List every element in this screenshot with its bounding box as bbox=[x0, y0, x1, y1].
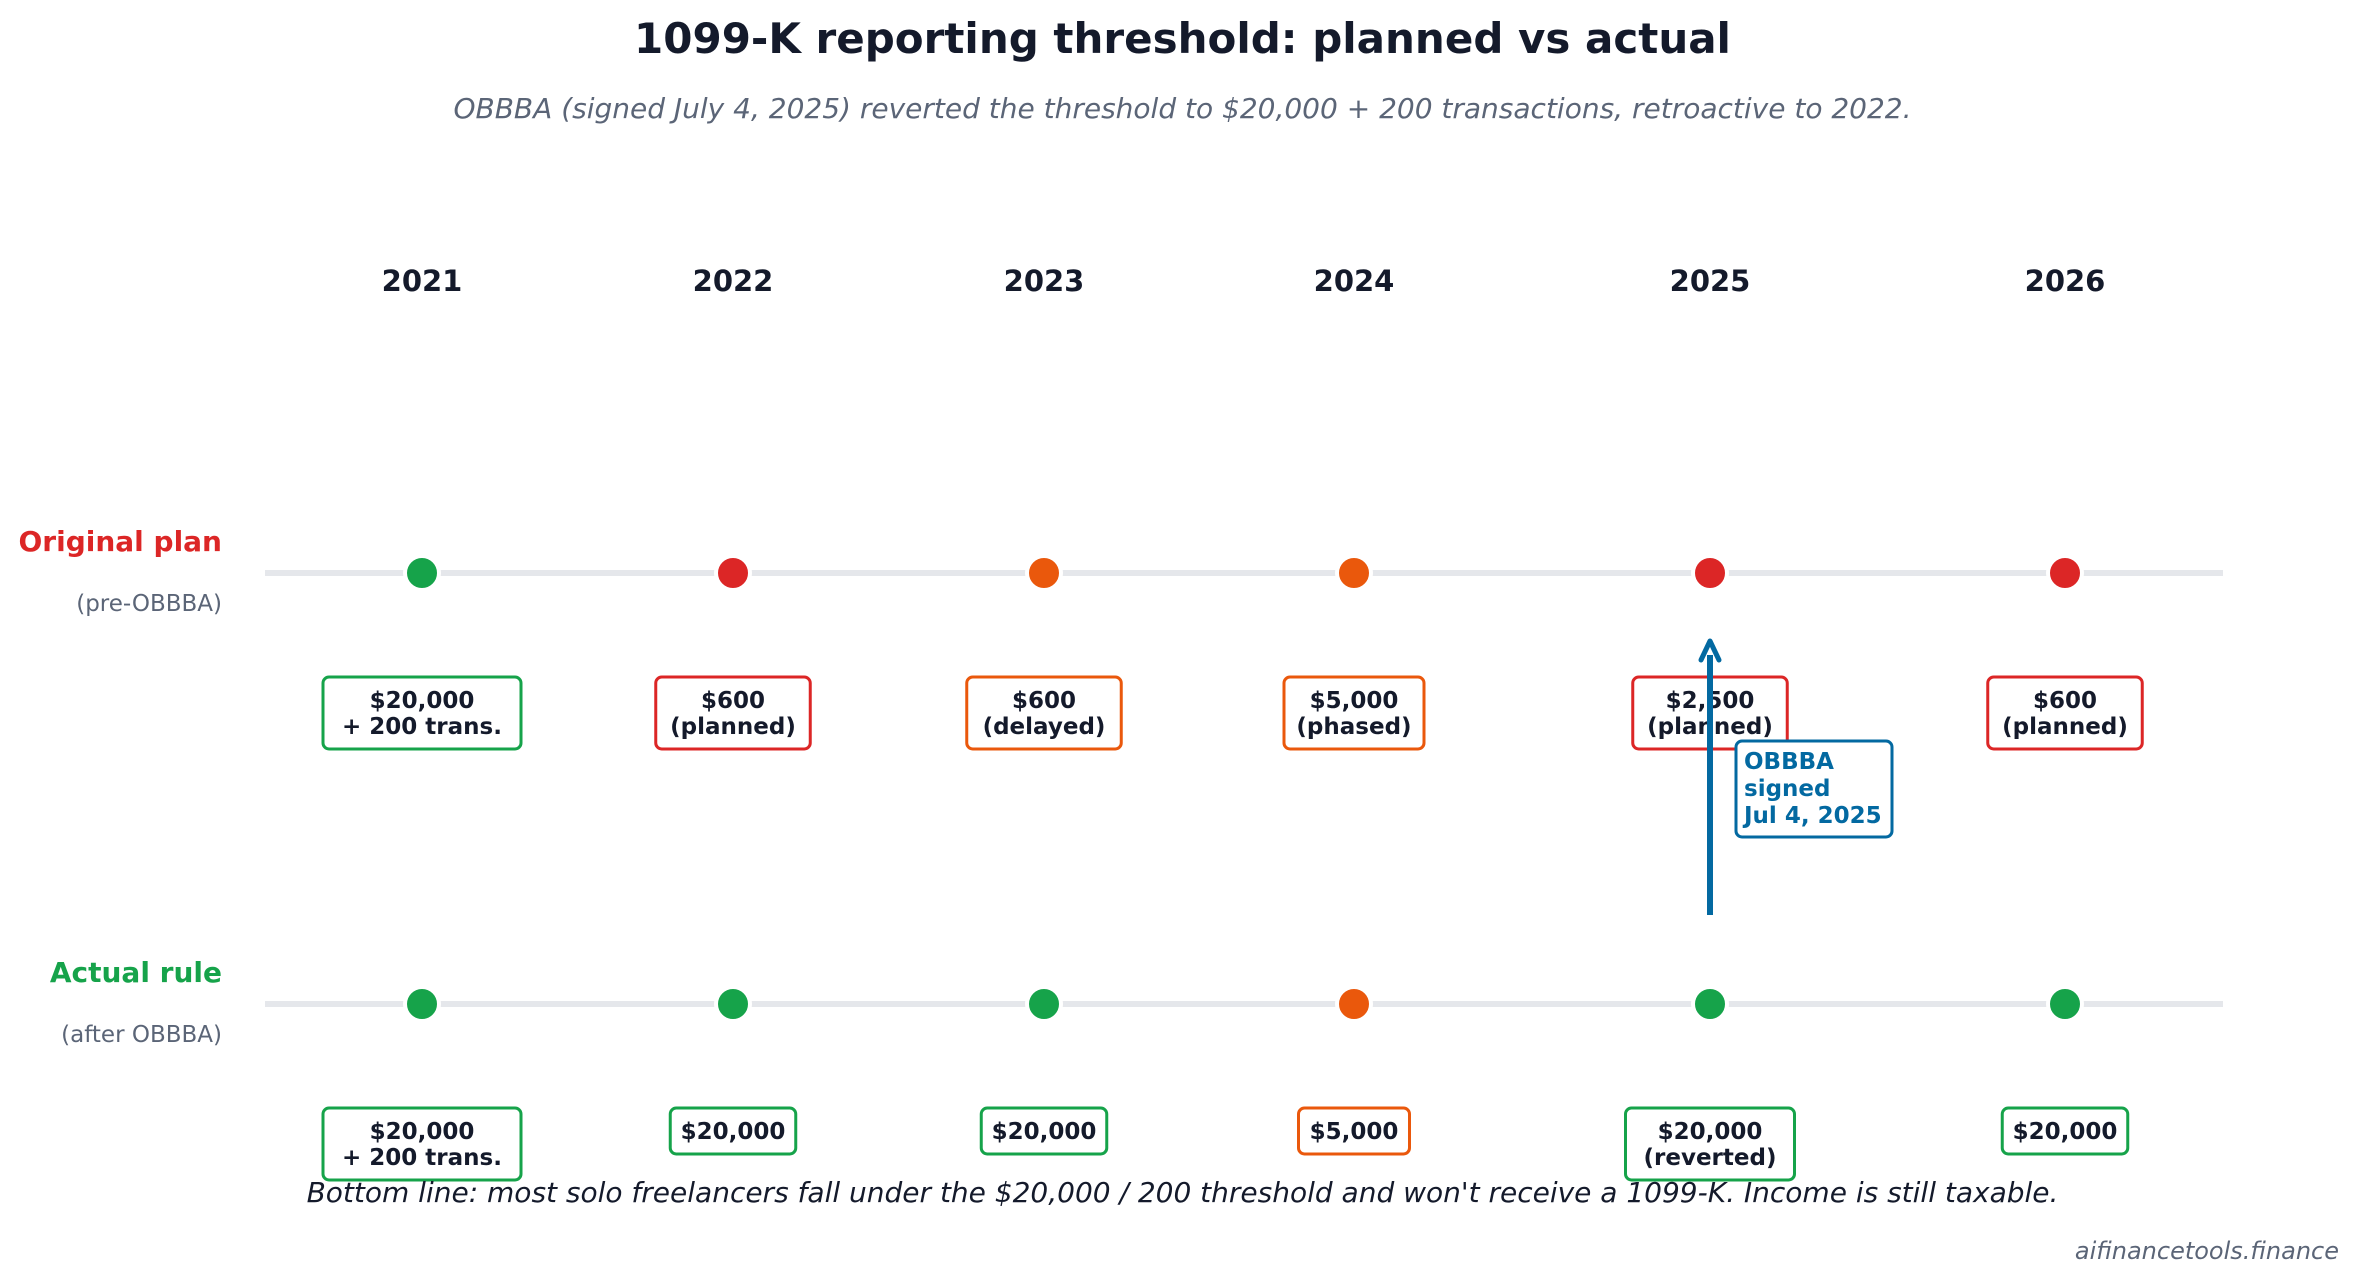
original-value-box-2024-line: (phased) bbox=[1296, 714, 1411, 740]
actual-marker-2021 bbox=[403, 985, 441, 1023]
bottom-line-note: Bottom line: most solo freelancers fall … bbox=[306, 1176, 2059, 1209]
original-value-box-2022-frame bbox=[654, 675, 812, 751]
actual-value-box-2024: $5,000 bbox=[1297, 1106, 1411, 1156]
original-value-box-2026-line: (planned) bbox=[2002, 714, 2128, 740]
actual-value-box-2026: $20,000 bbox=[2000, 1106, 2130, 1156]
actual-marker-2022 bbox=[714, 985, 752, 1023]
original-value-box-2023: $600(delayed) bbox=[965, 675, 1123, 751]
actual-value-box-2021-frame bbox=[321, 1106, 523, 1182]
original-marker-2026 bbox=[2046, 554, 2084, 592]
original-value-box-2022: $600(planned) bbox=[654, 675, 812, 751]
actual-marker-2026 bbox=[2046, 985, 2084, 1023]
source-credit: aifinancetools.finance bbox=[2074, 1237, 2339, 1265]
actual-value-box-2024-line: $5,000 bbox=[1310, 1119, 1399, 1145]
actual-value-box-2022-line: $20,000 bbox=[681, 1119, 786, 1145]
original-row-sublabel: (pre-OBBBA) bbox=[76, 591, 222, 617]
original-value-box-2026: $600(planned) bbox=[1986, 675, 2144, 751]
actual-value-box-2021-line: + 200 trans. bbox=[342, 1145, 502, 1171]
original-marker-2023 bbox=[1025, 554, 1063, 592]
original-marker-2021 bbox=[403, 554, 441, 592]
original-row-label: Original plan bbox=[19, 525, 223, 558]
year-label-2022: 2022 bbox=[693, 264, 774, 298]
original-value-box-2021-line: $20,000 bbox=[370, 688, 475, 714]
year-label-2023: 2023 bbox=[1004, 264, 1085, 298]
year-label-2024: 2024 bbox=[1314, 264, 1395, 298]
original-value-box-2026-line: $600 bbox=[2033, 688, 2097, 714]
actual-value-box-2024-frame bbox=[1297, 1106, 1411, 1156]
original-value-box-2023-line: $600 bbox=[1012, 688, 1076, 714]
obbba-callout-line: signed bbox=[1744, 776, 1830, 802]
original-value-box-2024-frame bbox=[1282, 675, 1426, 751]
actual-value-box-2025-frame bbox=[1624, 1106, 1796, 1182]
actual-value-box-2025-line: $20,000 bbox=[1658, 1119, 1763, 1145]
original-value-box-2022-line: (planned) bbox=[670, 714, 796, 740]
actual-value-box-2023-line: $20,000 bbox=[992, 1119, 1097, 1145]
actual-value-box-2021-line: $20,000 bbox=[370, 1119, 475, 1145]
original-value-box-2021: $20,000+ 200 trans. bbox=[321, 675, 523, 751]
original-value-box-2022-line: $600 bbox=[701, 688, 765, 714]
actual-value-box-2022: $20,000 bbox=[668, 1106, 798, 1156]
actual-row-label: Actual rule bbox=[50, 956, 222, 989]
year-label-2025: 2025 bbox=[1670, 264, 1751, 298]
original-marker-2022 bbox=[714, 554, 752, 592]
original-value-box-2024-line: $5,000 bbox=[1310, 688, 1399, 714]
actual-value-box-2025: $20,000(reverted) bbox=[1624, 1106, 1796, 1182]
original-marker-2025 bbox=[1691, 554, 1729, 592]
actual-value-box-2026-frame bbox=[2000, 1106, 2130, 1156]
chart-title: 1099-K reporting threshold: planned vs a… bbox=[634, 14, 1731, 63]
original-value-box-2023-frame bbox=[965, 675, 1123, 751]
actual-marker-2024 bbox=[1335, 985, 1373, 1023]
actual-value-box-2023-frame bbox=[979, 1106, 1109, 1156]
original-value-box-2023-line: (delayed) bbox=[983, 714, 1106, 740]
original-value-box-2021-frame bbox=[321, 675, 523, 751]
actual-row-sublabel: (after OBBBA) bbox=[61, 1022, 222, 1048]
actual-value-box-2021: $20,000+ 200 trans. bbox=[321, 1106, 523, 1182]
actual-marker-2025 bbox=[1691, 985, 1729, 1023]
obbba-arrow-head bbox=[1698, 638, 1722, 663]
original-marker-2024 bbox=[1335, 554, 1373, 592]
original-value-box-2024: $5,000(phased) bbox=[1282, 675, 1426, 751]
original-value-box-2026-frame bbox=[1986, 675, 2144, 751]
actual-value-box-2026-line: $20,000 bbox=[2013, 1119, 2118, 1145]
chart-subtitle: OBBBA (signed July 4, 2025) reverted the… bbox=[453, 92, 1912, 125]
actual-value-box-2025-line: (reverted) bbox=[1644, 1145, 1777, 1171]
year-label-2026: 2026 bbox=[2025, 264, 2106, 298]
obbba-callout-line: OBBBA bbox=[1744, 749, 1834, 775]
obbba-callout-frame bbox=[1734, 739, 1894, 839]
original-value-box-2021-line: + 200 trans. bbox=[342, 714, 502, 740]
actual-marker-2023 bbox=[1025, 985, 1063, 1023]
actual-value-box-2023: $20,000 bbox=[979, 1106, 1109, 1156]
actual-value-box-2022-frame bbox=[668, 1106, 798, 1156]
obbba-callout-line: Jul 4, 2025 bbox=[1742, 803, 1882, 829]
year-label-2021: 2021 bbox=[382, 264, 463, 298]
